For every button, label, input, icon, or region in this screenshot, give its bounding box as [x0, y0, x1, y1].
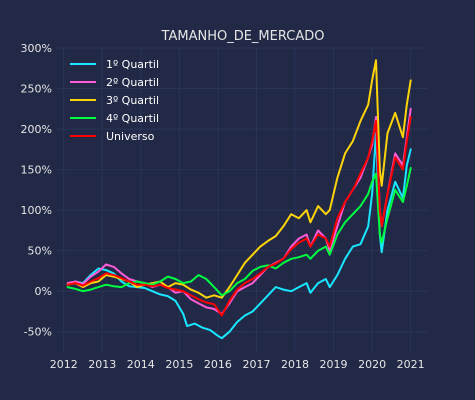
- series-lines: [66, 59, 412, 340]
- legend-label: 2º Quartil: [106, 76, 159, 89]
- x-tick-label: 2019: [320, 358, 348, 371]
- y-tick-label: -50%: [24, 326, 52, 339]
- x-tick-label: 2015: [165, 358, 193, 371]
- legend-label: 4º Quartil: [106, 112, 159, 125]
- x-tick-label: 2018: [281, 358, 309, 371]
- y-tick-label: 50%: [28, 245, 52, 258]
- x-tick-label: 2021: [397, 358, 425, 371]
- y-tick-label: 100%: [21, 204, 52, 217]
- axis-ticks: -50% 0% 50% 100% 150% 200% 250% 300% 2012 2013 201…: [21, 42, 425, 371]
- y-tick-label: 300%: [21, 42, 52, 55]
- x-tick-label: 2013: [88, 358, 116, 371]
- legend-label: Universo: [106, 130, 155, 143]
- series-line-0: [66, 132, 412, 340]
- y-tick-label: 200%: [21, 123, 52, 136]
- x-tick-label: 2014: [127, 358, 155, 371]
- y-tick-label: 150%: [21, 164, 52, 177]
- legend-label: 1º Quartil: [106, 58, 159, 71]
- x-tick-label: 2012: [50, 358, 78, 371]
- y-tick-label: 0%: [35, 285, 52, 298]
- chart-title: TAMANHO_DE_MERCADO: [161, 29, 325, 44]
- x-tick-label: 2017: [242, 358, 270, 371]
- legend-label: 3º Quartil: [106, 94, 159, 107]
- x-tick-label: 2020: [358, 358, 386, 371]
- y-tick-label: 250%: [21, 83, 52, 96]
- series-line-4: [66, 115, 412, 317]
- grid: [56, 47, 428, 352]
- x-tick-label: 2016: [204, 358, 232, 371]
- legend: 1º Quartil 2º Quartil 3º Quartil 4º Quartil…: [70, 58, 159, 143]
